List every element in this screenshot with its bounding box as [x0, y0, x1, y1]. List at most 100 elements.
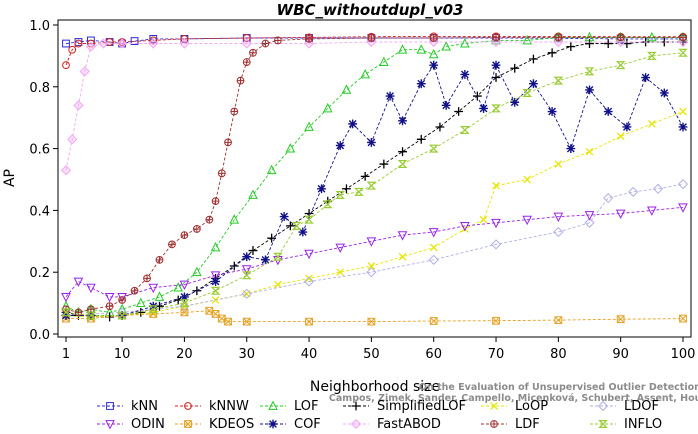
data-point-simplifiedlof [491, 73, 501, 82]
data-point-simplifiedlof [472, 91, 482, 101]
data-point-odin [397, 231, 408, 241]
data-point-lof [304, 121, 314, 131]
series-line-simplifiedlof [65, 41, 683, 318]
x-tick-label: 50 [363, 347, 380, 362]
data-point-cof [335, 141, 345, 150]
data-point-loop [398, 252, 407, 261]
legend-marker-ldf [490, 420, 498, 428]
data-point-knnw [242, 34, 251, 42]
watermark-authors: Campos, Zimek, Sander, Campello, Micenko… [329, 393, 698, 404]
plot-frame [57, 19, 692, 338]
data-point-ldf [224, 138, 232, 147]
data-point-inflo [61, 308, 71, 317]
data-point-ldf [105, 302, 114, 311]
data-point-fastabod [148, 38, 159, 49]
data-point-kdeos [616, 315, 625, 324]
legend-marker-kdeos [184, 420, 192, 428]
series-line-odin [65, 206, 684, 298]
legend-entry-ldof: LDOF [590, 399, 659, 414]
data-point-cof [180, 292, 189, 302]
data-point-fastabod [116, 38, 128, 49]
data-point-inflo [322, 200, 333, 209]
data-point-loop [616, 132, 625, 141]
data-point-simplifiedlof [229, 261, 239, 271]
data-point-cof [441, 100, 451, 110]
legend-entry-odin: ODIN [97, 417, 165, 432]
data-point-cof [566, 144, 576, 153]
data-point-ldf [217, 169, 226, 178]
x-tick-label: 30 [238, 347, 255, 362]
data-point-kdeos [224, 317, 232, 326]
legend-label-cof: COF [294, 417, 321, 432]
series-ldof [60, 179, 689, 321]
data-point-loop [492, 181, 500, 190]
legend-marker-cof [268, 419, 278, 429]
data-point-odin [335, 243, 346, 253]
data-point-inflo [553, 76, 564, 85]
legend: kNN kNNW LOF SimplifiedLOF LoOP LDOF ODIN KDEOS… [97, 399, 662, 432]
series-line-cof [66, 63, 684, 316]
legend-label-ldf: LDF [515, 417, 540, 432]
data-point-cof [385, 91, 395, 101]
series-line-lof [65, 36, 683, 313]
data-point-inflo [428, 144, 439, 153]
data-point-odin [615, 209, 626, 219]
data-point-ldf [492, 33, 500, 42]
data-point-kdeos [217, 314, 226, 323]
data-point-inflo [366, 181, 377, 190]
data-point-inflo [460, 126, 470, 135]
data-point-kdeos [554, 316, 563, 324]
axes: 1 10 20 30 40 50 60 70 80 90 100 0.0 0.2 0.4 0.6 0.8 1.0 [29, 19, 695, 362]
data-point-odin [553, 212, 564, 223]
data-point-lof [441, 41, 451, 51]
legend-entry-simplifiedlof: SimplifiedLOF [343, 399, 466, 414]
legend-label-odin: ODIN [131, 417, 165, 432]
data-point-cof [641, 73, 651, 82]
data-point-cof [261, 255, 270, 265]
data-point-fastabod [79, 66, 90, 77]
data-point-simplifiedlof [435, 122, 445, 132]
data-point-ldf [180, 231, 189, 239]
x-tick-label: 20 [176, 347, 193, 362]
data-point-inflo [335, 190, 346, 199]
data-point-loop [554, 160, 563, 168]
data-point-ldf [679, 33, 687, 42]
data-point-ldf [168, 240, 176, 249]
data-point-ldf [205, 215, 214, 224]
data-point-inflo [86, 311, 96, 320]
series-line-ldof [65, 183, 684, 316]
data-point-simplifiedlof [342, 184, 351, 194]
data-point-fastabod [73, 100, 84, 111]
data-point-lof [248, 189, 258, 199]
series-cof [61, 60, 688, 320]
data-point-ldf [305, 35, 313, 43]
data-point-lof [135, 297, 146, 307]
data-point-inflo [241, 271, 252, 280]
data-point-ldf [554, 33, 563, 42]
data-point-loop [367, 262, 376, 270]
data-point-cof [279, 212, 289, 221]
data-point-odin [241, 265, 252, 275]
data-point-cof [298, 227, 308, 237]
data-point-kdeos [180, 308, 189, 317]
legend-marker-fastabod [350, 418, 362, 430]
data-point-odin [304, 249, 314, 260]
data-point-kdeos [679, 314, 687, 323]
data-point-odin [460, 221, 470, 232]
data-point-odin [73, 277, 84, 287]
data-point-ldf [367, 34, 376, 42]
x-tick-label: 1 [62, 347, 70, 362]
data-point-fastabod [67, 134, 78, 145]
series-odin [61, 203, 688, 303]
legend-marker-simplifiedlof [351, 401, 361, 411]
data-point-odin [522, 215, 533, 226]
x-tick-label: 70 [488, 347, 505, 362]
data-point-cof [211, 277, 220, 286]
data-point-simplifiedlof [416, 134, 426, 144]
legend-entry-knnw: kNNW [175, 399, 249, 414]
legend-marker-inflo [598, 420, 608, 428]
legend-label-lof: LOF [294, 399, 319, 414]
legend-label-knn: kNN [131, 399, 158, 414]
data-point-ldof [652, 183, 664, 194]
series-line-inflo [65, 52, 684, 316]
